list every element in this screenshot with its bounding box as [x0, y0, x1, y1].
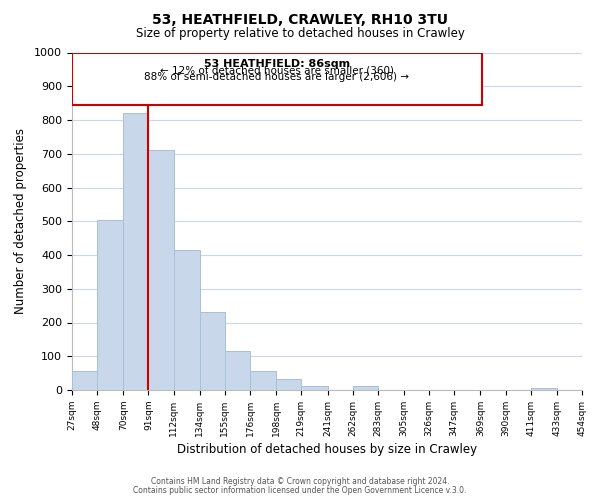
Text: Contains HM Land Registry data © Crown copyright and database right 2024.: Contains HM Land Registry data © Crown c…	[151, 477, 449, 486]
Bar	[530, 388, 557, 390]
FancyBboxPatch shape	[72, 52, 482, 105]
Bar	[301, 386, 328, 390]
Text: 53, HEATHFIELD, CRAWLEY, RH10 3TU: 53, HEATHFIELD, CRAWLEY, RH10 3TU	[152, 12, 448, 26]
Bar	[225, 350, 250, 390]
Bar	[148, 150, 173, 390]
Bar	[276, 379, 301, 390]
Bar	[124, 114, 148, 390]
Text: 53 HEATHFIELD: 86sqm: 53 HEATHFIELD: 86sqm	[204, 58, 350, 68]
Text: ← 12% of detached houses are smaller (360): ← 12% of detached houses are smaller (36…	[160, 66, 394, 76]
Text: 88% of semi-detached houses are larger (2,606) →: 88% of semi-detached houses are larger (…	[145, 72, 409, 82]
Text: Size of property relative to detached houses in Crawley: Size of property relative to detached ho…	[136, 28, 464, 40]
Bar	[250, 372, 276, 390]
Bar	[97, 220, 124, 390]
Bar	[173, 250, 200, 390]
Bar	[353, 386, 378, 390]
Bar	[200, 312, 225, 390]
Text: Contains public sector information licensed under the Open Government Licence v.: Contains public sector information licen…	[133, 486, 467, 495]
X-axis label: Distribution of detached houses by size in Crawley: Distribution of detached houses by size …	[177, 443, 477, 456]
Bar	[72, 372, 97, 390]
Y-axis label: Number of detached properties: Number of detached properties	[14, 128, 28, 314]
